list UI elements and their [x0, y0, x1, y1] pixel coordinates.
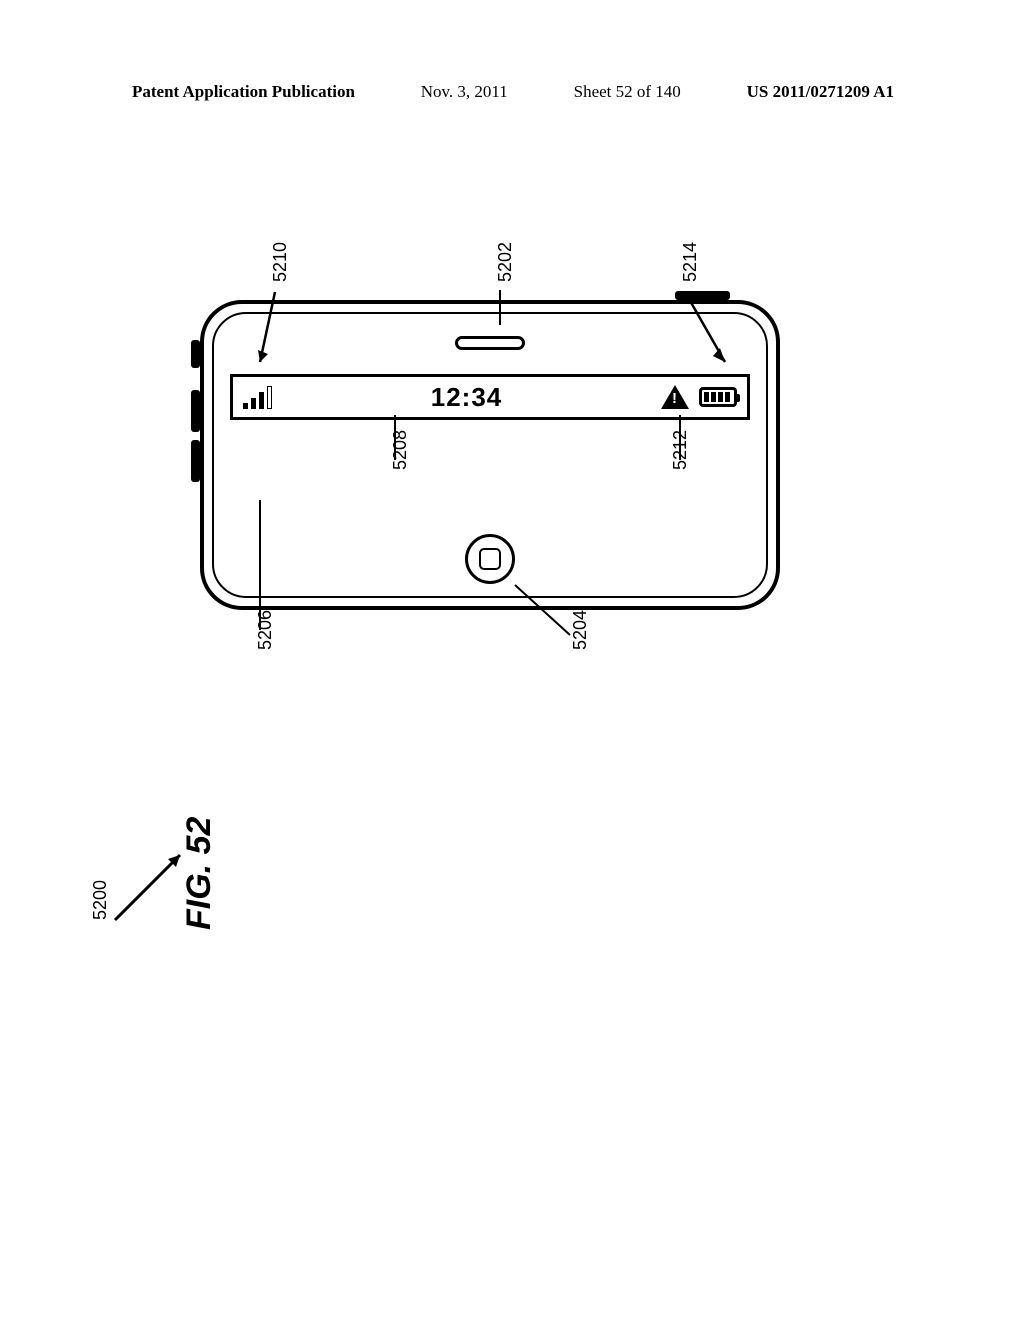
- page-header: Patent Application Publication Nov. 3, 2…: [0, 82, 1024, 102]
- side-button-3: [191, 440, 200, 482]
- leader-5210: [255, 292, 295, 372]
- publication-label: Patent Application Publication: [132, 82, 355, 102]
- clock-text: 12:34: [431, 382, 503, 413]
- leader-5202: [490, 290, 510, 330]
- sheet-number: Sheet 52 of 140: [574, 82, 681, 102]
- leader-5206: [240, 500, 280, 640]
- status-right: [661, 385, 737, 409]
- publication-date: Nov. 3, 2011: [421, 82, 508, 102]
- leader-5208: [375, 415, 415, 465]
- ref-5214: 5214: [680, 242, 701, 282]
- home-button: [465, 534, 515, 584]
- status-bar: 12:34: [230, 374, 750, 420]
- figure-52: 5200 12:34: [140, 290, 780, 1010]
- warning-icon: [661, 385, 689, 409]
- leader-5214: [680, 292, 740, 372]
- battery-icon: [699, 387, 737, 407]
- leader-5212: [660, 415, 700, 465]
- phone-device: 12:34 5202 5210 521: [200, 300, 780, 610]
- publication-number: US 2011/0271209 A1: [747, 82, 894, 102]
- signal-icon: [243, 385, 272, 409]
- speaker-slot: [455, 336, 525, 350]
- side-button-2: [191, 390, 200, 432]
- ref-5200: 5200: [90, 880, 111, 920]
- figure-label: FIG. 52: [180, 817, 219, 930]
- ref-5210: 5210: [270, 242, 291, 282]
- leader-5204: [510, 585, 580, 645]
- ref-5202: 5202: [495, 242, 516, 282]
- side-button-1: [191, 340, 200, 368]
